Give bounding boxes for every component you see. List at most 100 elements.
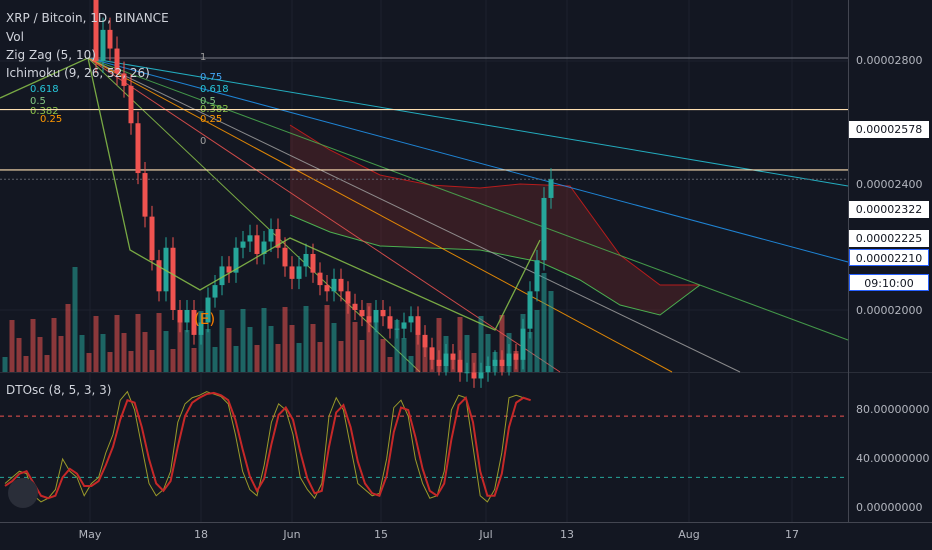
volume-bar: [79, 335, 85, 372]
candle-body: [429, 347, 435, 360]
price-axis-label: 0.00002400: [856, 178, 923, 191]
volume-bar: [394, 320, 400, 372]
volume-bar: [527, 332, 533, 372]
fib-level-label: 0.618: [30, 84, 59, 95]
zigzag-line: [0, 57, 541, 331]
candle-body: [100, 29, 106, 61]
price-tag-hline[interactable]: 0.00002322: [849, 201, 929, 218]
volume-bar: [65, 304, 71, 372]
candle-body: [205, 297, 211, 323]
volume-bar: [485, 334, 491, 372]
candle-body: [240, 241, 246, 248]
candle-body: [317, 272, 323, 286]
candle-body: [359, 310, 365, 317]
countdown-timer: 09:10:00: [849, 274, 929, 291]
volume-bar: [317, 342, 323, 372]
osc-axis-label: 0.00000000: [856, 501, 923, 514]
indicator-vol-label[interactable]: Vol: [6, 30, 24, 44]
volume-bar: [324, 305, 330, 372]
volume-bar: [331, 323, 337, 372]
volume-bar: [23, 356, 29, 372]
candle-body: [436, 359, 442, 367]
candle-body: [191, 310, 197, 335]
candle-body: [310, 253, 316, 273]
date-label: 17: [785, 528, 799, 541]
candle-body: [121, 73, 127, 86]
candle-body: [135, 123, 141, 174]
price-tag-hline[interactable]: 0.00002578: [849, 121, 929, 138]
volume-bar: [156, 313, 162, 372]
fib-level-label: 0.75: [200, 72, 222, 83]
price-tag-hline[interactable]: 0.00002225: [849, 230, 929, 247]
dtosc-series-line: [4, 391, 531, 500]
candle-body: [478, 372, 484, 379]
volume-bar: [233, 346, 239, 372]
tradingview-logo-icon[interactable]: [8, 478, 38, 508]
fib-fan-line: [87, 57, 421, 373]
volume-bar: [100, 334, 106, 372]
candle-body: [520, 328, 526, 360]
volume-bar: [478, 316, 484, 372]
oscillator-label[interactable]: DTOsc (8, 5, 3, 3): [6, 383, 112, 397]
indicator-zigzag-label[interactable]: Zig Zag (5, 10): [6, 48, 96, 62]
volume-bar: [93, 316, 99, 372]
candle-body: [492, 359, 498, 367]
symbol-title[interactable]: XRP / Bitcoin, 1D, BINANCE: [6, 11, 169, 25]
osc-axis-label: 80.00000000: [856, 403, 930, 416]
volume-bar: [58, 336, 64, 372]
date-label: 15: [374, 528, 388, 541]
volume-bar: [107, 352, 113, 372]
candle-body: [541, 197, 547, 261]
fib-level-label: 0.382: [30, 106, 59, 117]
wave-annotation: (E): [194, 310, 216, 328]
fib-level-label: 0.618: [200, 84, 229, 95]
candle-body: [261, 241, 267, 254]
volume-bar: [471, 353, 477, 372]
candle-body: [506, 353, 512, 367]
candle-body: [457, 359, 463, 373]
price-axis-label: 0.00002800: [856, 54, 923, 67]
candle-body: [373, 310, 379, 323]
candle-body: [219, 266, 225, 286]
volume-bar: [345, 304, 351, 372]
fib-fan-line: [87, 57, 741, 373]
candle-body: [345, 291, 351, 304]
date-label: 13: [560, 528, 574, 541]
candle-body: [149, 216, 155, 261]
fib-level-label: 0.25: [200, 114, 222, 125]
volume-bar: [373, 321, 379, 372]
volume-bar: [142, 332, 148, 372]
fib-level-label: 1: [200, 52, 206, 63]
candle-body: [408, 316, 414, 323]
volume-bar: [366, 303, 372, 372]
volume-bar: [121, 333, 127, 372]
candle-body: [282, 247, 288, 267]
volume-bar: [2, 357, 8, 372]
volume-bar: [380, 339, 386, 372]
volume-bar: [128, 351, 134, 372]
indicator-ichimoku-label[interactable]: Ichimoku (9, 26, 52, 26): [6, 66, 150, 80]
volume-bar: [86, 353, 92, 372]
candle-body: [114, 48, 120, 74]
fib-fan-line: [87, 57, 849, 341]
candle-body: [338, 278, 344, 292]
dtosc-series-line: [4, 390, 531, 503]
volume-bar: [44, 355, 50, 372]
candle-body: [394, 328, 400, 330]
candle-body: [156, 260, 162, 292]
fib-level-label: 0: [200, 136, 206, 147]
price-axis-label: 0.00002000: [856, 304, 923, 317]
volume-bar: [37, 337, 43, 372]
price-tag-last[interactable]: 0.00002210: [849, 249, 929, 266]
volume-bar: [191, 348, 197, 372]
volume-bar: [114, 315, 120, 372]
fib-level-label: 0.25: [40, 114, 62, 125]
candle-body: [464, 372, 470, 374]
candle-body: [296, 266, 302, 279]
volume-bar: [226, 328, 232, 372]
volume-bar: [135, 314, 141, 372]
ichimoku-span-b: [289, 214, 701, 316]
volume-bar: [352, 322, 358, 372]
volume-bar: [408, 356, 414, 372]
